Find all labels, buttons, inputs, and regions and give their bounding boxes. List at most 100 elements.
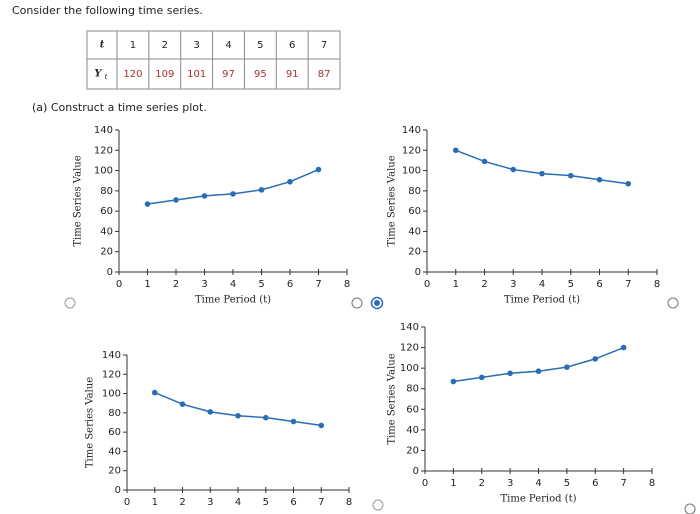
- table-cell: 109: [155, 69, 174, 80]
- data-point: [207, 409, 214, 415]
- x-tick-label: 2: [479, 478, 485, 489]
- x-tick-label: 1: [152, 497, 158, 508]
- x-tick-label: 8: [346, 497, 352, 508]
- data-point: [318, 422, 325, 429]
- x-tick-label: 1: [450, 478, 456, 489]
- table-cell: 97: [222, 69, 235, 80]
- data-point: [262, 414, 269, 421]
- table-cell: 1: [130, 40, 136, 51]
- x-tick-label: 4: [235, 497, 241, 508]
- info-icon[interactable]: [351, 297, 363, 309]
- data-point: [620, 344, 627, 351]
- x-tick-label: 3: [510, 279, 516, 290]
- y-tick-label: 0: [415, 267, 421, 278]
- y-tick-label: 60: [100, 206, 113, 217]
- table-cell: 6: [289, 40, 295, 51]
- data-point: [287, 178, 293, 185]
- data-point: [478, 374, 485, 381]
- data-point: [481, 158, 488, 165]
- x-axis-label: Time Period (t): [500, 494, 576, 505]
- data-point: [315, 166, 322, 173]
- y-tick-label: 140: [102, 350, 121, 361]
- y-tick-label: 120: [400, 343, 419, 354]
- data-point: [290, 418, 297, 425]
- info-icon[interactable]: [684, 503, 696, 514]
- data-point: [151, 389, 158, 396]
- table-cell: 2: [162, 40, 168, 51]
- x-tick-label: 5: [258, 279, 264, 290]
- table-cell: 101: [187, 69, 206, 80]
- prompt: Consider the following time series.: [12, 4, 203, 17]
- x-tick-label: 5: [263, 497, 269, 508]
- y-tick-label: 120: [402, 145, 421, 156]
- data-point: [258, 187, 265, 193]
- y-tick-label: 100: [400, 363, 419, 374]
- y-tick-label: 40: [406, 425, 419, 436]
- x-tick-label: 2: [173, 279, 179, 290]
- series-line: [455, 149, 629, 185]
- y-tick-label: 100: [402, 166, 421, 177]
- y-tick-label: 0: [413, 466, 419, 477]
- radio[interactable]: [372, 499, 384, 511]
- x-tick-label: 0: [124, 497, 130, 508]
- x-tick-label: 7: [315, 279, 321, 290]
- data-point: [201, 193, 208, 199]
- data-point: [625, 180, 632, 187]
- y-axis-label: Time Series Value: [85, 377, 96, 468]
- radio[interactable]: [64, 297, 76, 309]
- data-point: [539, 170, 545, 177]
- table-cell: 7: [321, 40, 327, 51]
- y-tick-label: 80: [408, 186, 421, 197]
- x-tick-label: 0: [422, 478, 428, 489]
- data-point: [596, 176, 603, 183]
- data-point: [535, 368, 542, 375]
- x-tick-label: 2: [481, 279, 487, 290]
- y-tick-label: 100: [102, 389, 121, 400]
- data-point: [179, 401, 186, 407]
- x-tick-label: 0: [116, 279, 122, 290]
- series-line: [453, 346, 624, 383]
- table-cell: 91: [286, 69, 299, 80]
- x-tick-label: 3: [507, 478, 513, 489]
- x-tick-label: 1: [453, 279, 459, 290]
- data-point: [564, 364, 570, 370]
- data-point: [230, 191, 236, 197]
- table-cell: 4: [225, 40, 231, 51]
- data-table: [86, 30, 341, 90]
- x-axis-label: Time Period (t): [195, 295, 271, 306]
- data-point: [173, 197, 179, 203]
- x-tick-label: 8: [344, 279, 350, 290]
- series-line: [154, 391, 322, 427]
- y-axis-label: Time Series Value: [387, 353, 398, 444]
- table-cell: 87: [318, 69, 331, 80]
- series-line: [147, 168, 319, 205]
- y-tick-label: 0: [107, 267, 113, 278]
- x-tick-label: 2: [179, 497, 185, 508]
- y-tick-label: 40: [108, 446, 121, 457]
- table-cell: 5: [257, 40, 263, 51]
- radio-dot: [374, 300, 380, 306]
- table-cell: 95: [254, 69, 267, 80]
- x-axis-label: Time Period (t): [504, 295, 580, 306]
- y-tick-label: 140: [400, 322, 419, 333]
- y-axis-label: Time Series Value: [387, 155, 398, 246]
- data-point: [567, 172, 574, 179]
- x-tick-label: 5: [568, 279, 574, 290]
- y-tick-label: 40: [100, 226, 113, 237]
- x-tick-label: 6: [287, 279, 293, 290]
- data-point: [592, 356, 599, 362]
- y-tick-label: 60: [406, 404, 419, 415]
- y-tick-label: 80: [406, 384, 419, 395]
- y-tick-label: 80: [100, 186, 113, 197]
- y-tick-label: 100: [94, 166, 113, 177]
- y-tick-label: 140: [94, 125, 113, 136]
- data-point: [452, 147, 459, 154]
- y-tick-label: 20: [406, 445, 419, 456]
- table-row-label: Y: [94, 69, 102, 80]
- info-icon[interactable]: [667, 297, 679, 309]
- x-tick-label: 6: [596, 279, 602, 290]
- data-point: [450, 378, 457, 385]
- y-tick-label: 120: [102, 369, 121, 380]
- y-tick-label: 120: [94, 145, 113, 156]
